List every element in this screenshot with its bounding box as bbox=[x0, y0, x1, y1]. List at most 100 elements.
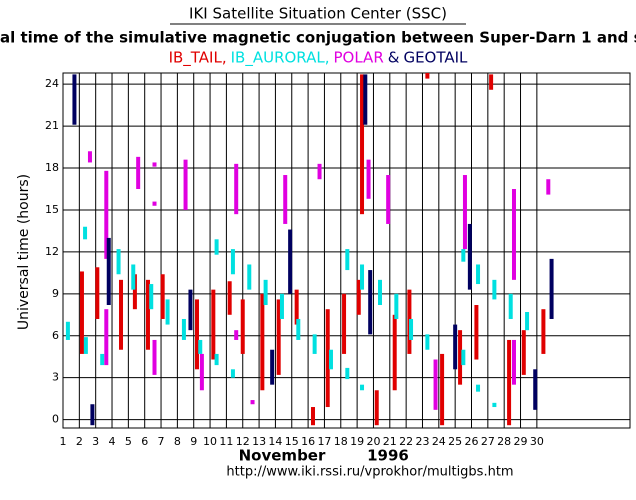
range-bar bbox=[214, 239, 219, 255]
range-bar bbox=[356, 279, 361, 315]
range-bar bbox=[294, 289, 299, 325]
range-bar bbox=[549, 258, 554, 319]
y-axis-label: Universal time (hours) bbox=[16, 174, 32, 330]
range-bar bbox=[366, 159, 371, 199]
range-bar bbox=[325, 309, 330, 408]
url: http://www.iki.rssi.ru/vprokhor/multigbs… bbox=[226, 465, 513, 480]
range-bar bbox=[474, 305, 479, 360]
range-bar bbox=[104, 170, 109, 259]
range-bar bbox=[492, 279, 497, 300]
range-bar bbox=[283, 175, 288, 224]
range-bar bbox=[328, 349, 333, 370]
range-bar bbox=[541, 309, 546, 354]
range-bar bbox=[95, 267, 100, 319]
range-bar bbox=[511, 339, 516, 385]
y-tick-label: 3 bbox=[52, 371, 59, 384]
range-bar bbox=[214, 353, 219, 366]
y-tick-label: 15 bbox=[45, 203, 59, 216]
x-tick-label: 12 bbox=[236, 435, 250, 448]
x-tick-label: 10 bbox=[203, 435, 217, 448]
range-bar bbox=[131, 264, 136, 290]
x-tick-label: 22 bbox=[399, 435, 413, 448]
legend-entry: IB_TAIL, bbox=[169, 49, 227, 68]
range-bar bbox=[368, 270, 373, 335]
x-tick-label: 2 bbox=[76, 435, 83, 448]
range-bar bbox=[72, 74, 77, 125]
range-bar bbox=[279, 293, 284, 319]
x-tick-label: 25 bbox=[448, 435, 462, 448]
range-bar bbox=[152, 162, 157, 167]
range-bar bbox=[492, 402, 497, 408]
range-bar bbox=[546, 179, 551, 195]
range-bar bbox=[145, 279, 150, 350]
x-tick-label: 28 bbox=[497, 435, 511, 448]
x-tick-label: 8 bbox=[174, 435, 181, 448]
range-bar bbox=[230, 249, 235, 275]
range-bar bbox=[104, 309, 109, 366]
range-bar bbox=[425, 73, 430, 79]
range-bar bbox=[136, 156, 141, 190]
range-bar bbox=[183, 159, 188, 210]
range-bar bbox=[461, 349, 466, 366]
range-bar bbox=[409, 318, 414, 340]
range-bar bbox=[199, 353, 204, 391]
range-bar bbox=[288, 229, 293, 294]
x-tick-label: 20 bbox=[366, 435, 380, 448]
range-bar bbox=[392, 314, 397, 391]
range-bar bbox=[247, 264, 252, 290]
x-tick-label: 9 bbox=[190, 435, 197, 448]
x-tick-label: 30 bbox=[530, 435, 544, 448]
x-tick-label: 27 bbox=[481, 435, 495, 448]
range-bar bbox=[100, 353, 105, 366]
range-bar bbox=[360, 74, 365, 215]
range-bar bbox=[65, 321, 70, 340]
range-bar bbox=[227, 281, 232, 315]
range-bar bbox=[116, 249, 121, 275]
x-tick-label: 1 bbox=[60, 435, 67, 448]
range-bar bbox=[467, 223, 472, 290]
x-tick-label: 4 bbox=[109, 435, 116, 448]
x-tick-label: 6 bbox=[141, 435, 148, 448]
y-tick-label: 18 bbox=[45, 161, 59, 174]
range-bar bbox=[440, 353, 445, 426]
range-bar bbox=[230, 369, 235, 378]
range-bar bbox=[311, 407, 316, 426]
range-bar bbox=[198, 339, 203, 354]
range-bar bbox=[345, 249, 350, 271]
range-bar bbox=[240, 299, 245, 354]
x-axis-label: November bbox=[239, 447, 326, 465]
chart-title: IKI Satellite Situation Center (SSC) bbox=[189, 5, 447, 23]
range-bar bbox=[106, 237, 111, 306]
range-bar bbox=[152, 339, 157, 375]
x-tick-label: 15 bbox=[285, 435, 299, 448]
range-bar bbox=[377, 279, 382, 306]
range-bar bbox=[521, 330, 526, 375]
range-bar bbox=[489, 74, 494, 90]
range-bar bbox=[345, 367, 350, 380]
x-tick-label: 18 bbox=[334, 435, 348, 448]
y-tick-label: 24 bbox=[45, 77, 59, 90]
y-tick-label: 6 bbox=[52, 329, 59, 342]
range-bar bbox=[234, 163, 239, 215]
range-bar bbox=[317, 163, 322, 180]
range-bar bbox=[525, 311, 530, 331]
y-tick-label: 21 bbox=[45, 119, 59, 132]
range-bar bbox=[511, 189, 516, 280]
range-bar bbox=[360, 384, 365, 391]
range-bar bbox=[453, 324, 458, 370]
range-bar bbox=[312, 334, 317, 354]
x-tick-label: 23 bbox=[415, 435, 429, 448]
range-bar bbox=[234, 330, 239, 340]
range-bar bbox=[165, 299, 170, 325]
range-bar bbox=[83, 337, 88, 354]
range-bar bbox=[149, 284, 154, 310]
range-bar bbox=[132, 274, 137, 310]
range-bar bbox=[296, 318, 301, 340]
range-bar bbox=[386, 175, 391, 224]
x-tick-label: 7 bbox=[158, 435, 165, 448]
y-tick-label: 0 bbox=[52, 413, 59, 426]
range-bar bbox=[360, 264, 365, 290]
legend-entry: POLAR bbox=[334, 49, 384, 67]
x-tick-label: 24 bbox=[432, 435, 446, 448]
x-tick-label: 3 bbox=[92, 435, 99, 448]
